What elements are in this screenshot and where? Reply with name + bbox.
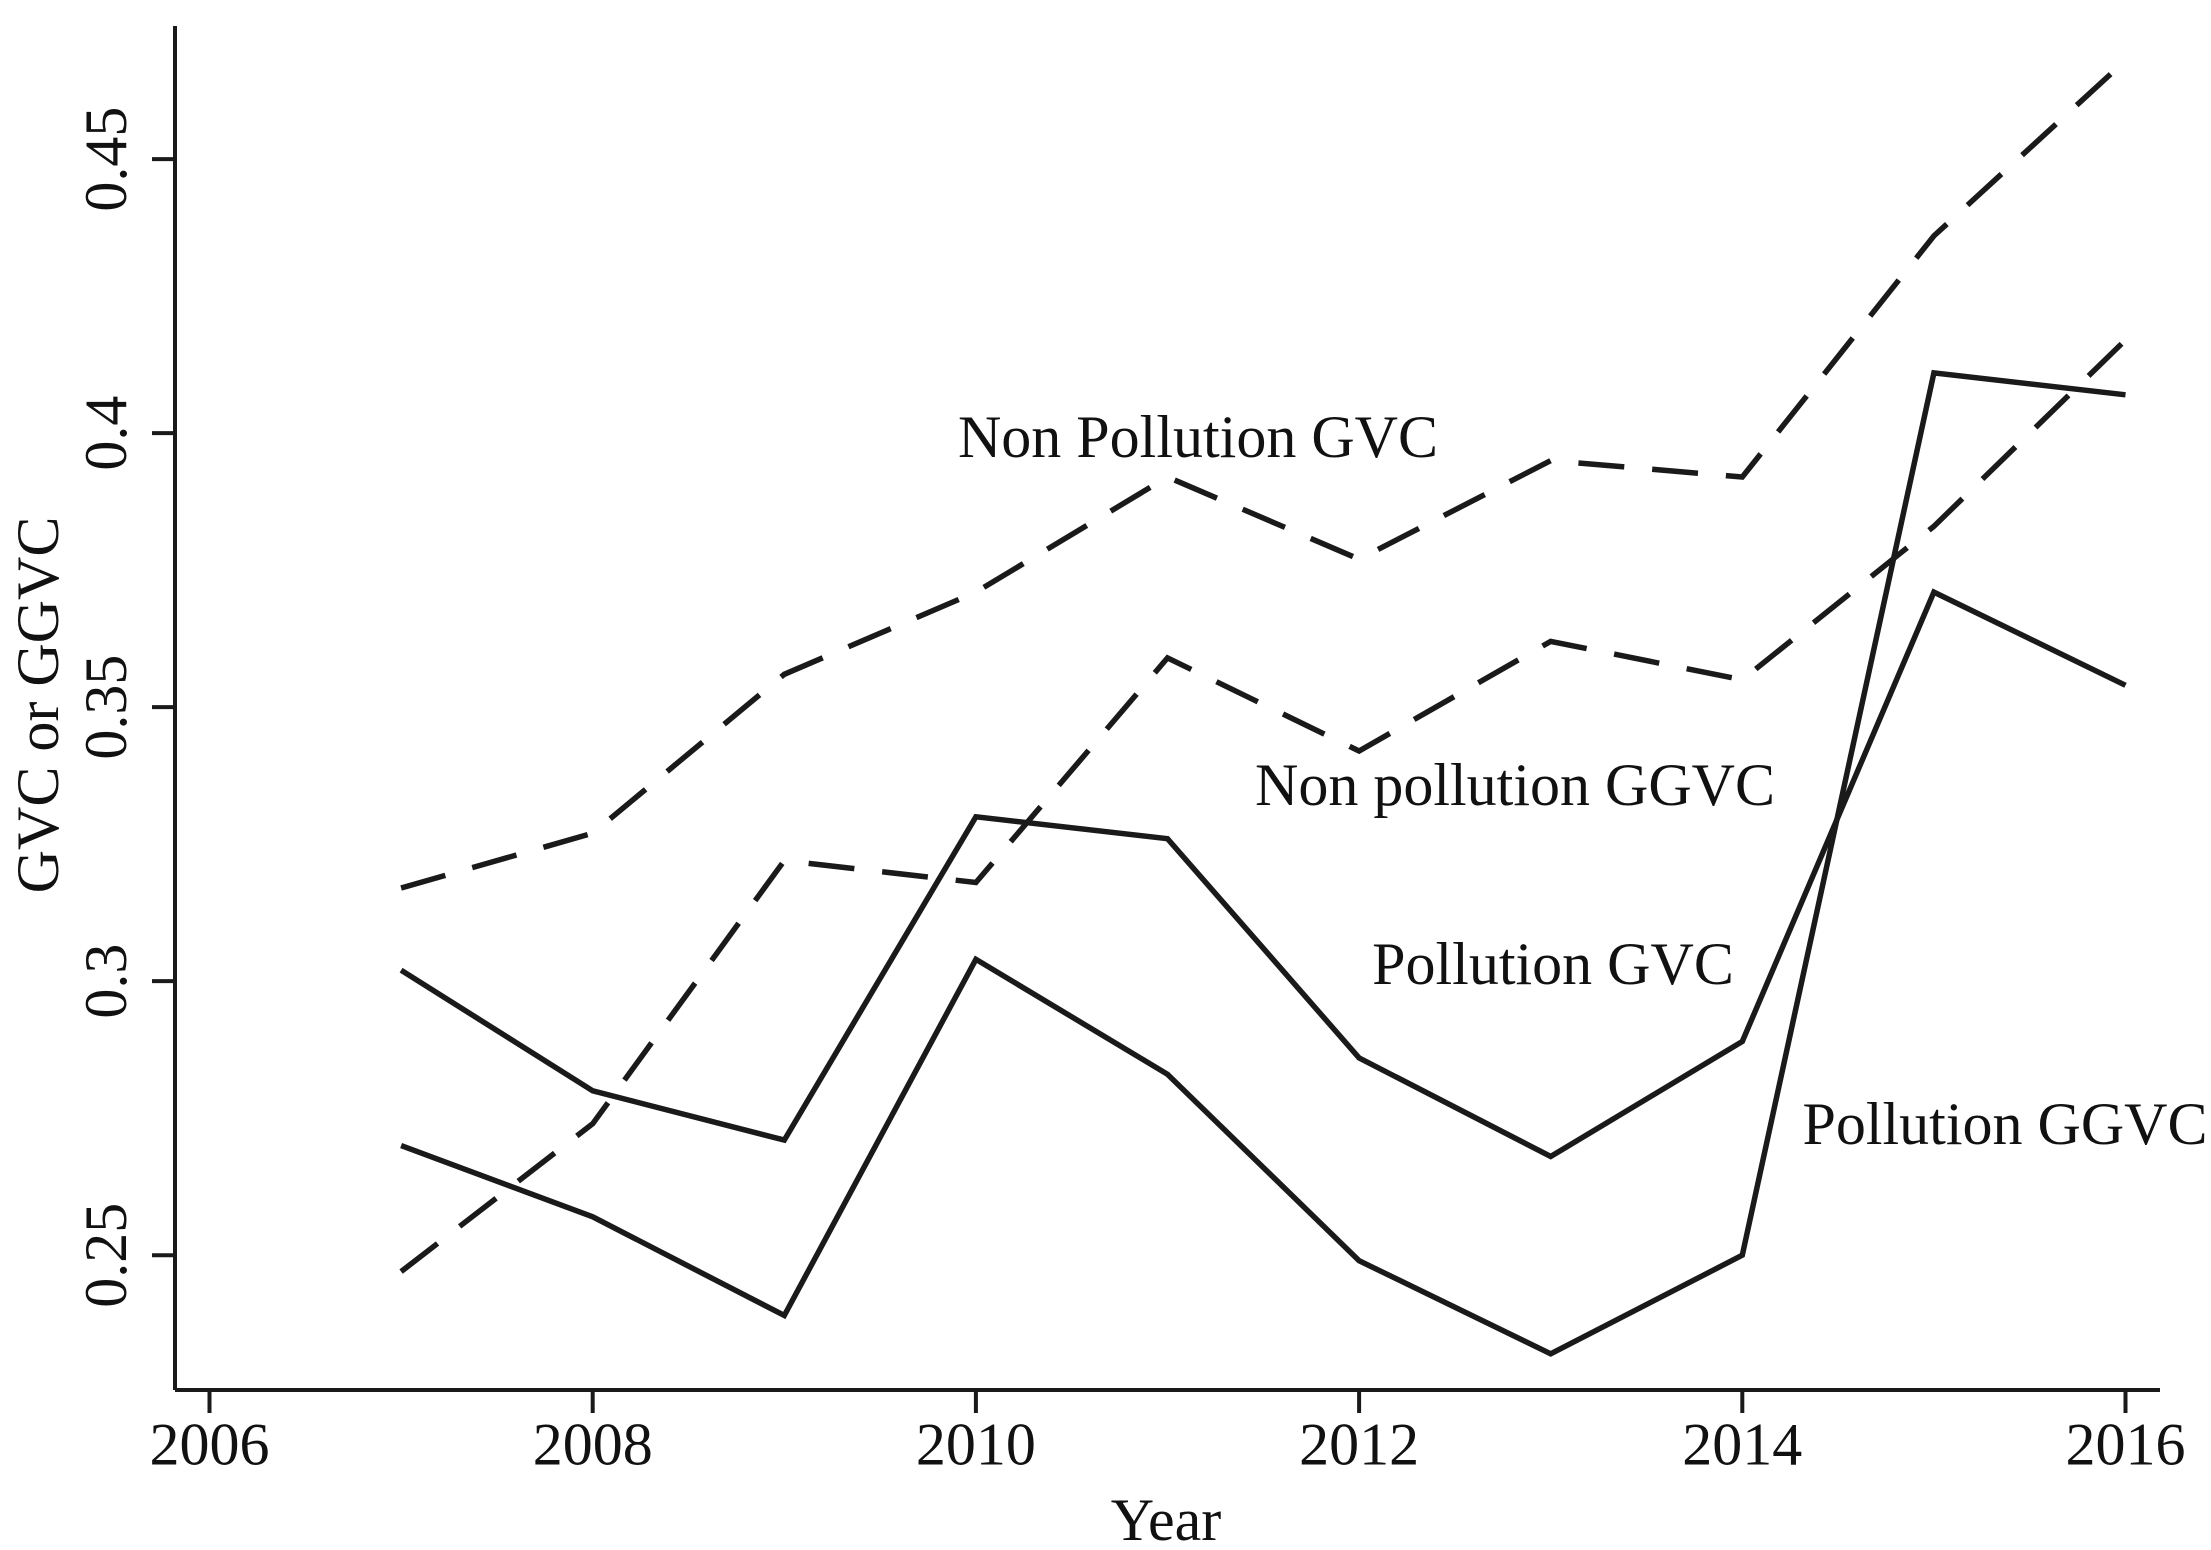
y-tick-label-0.25: 0.25 [73,1203,139,1308]
series-label-non-pollution-gvc: Non Pollution GVC [958,404,1438,470]
series-line-non-pollution-gvc [400,58,2128,891]
series-label-pollution-gvc: Pollution GVC [1372,931,1734,997]
y-tick-label-0.45: 0.45 [73,107,139,212]
x-tick-label-2012: 2012 [1299,1411,1419,1477]
x-tick-label-2016: 2016 [2066,1411,2186,1477]
y-tick-label-0.3: 0.3 [73,944,139,1019]
series-line-pollution-ggvc [400,369,2126,1357]
x-axis-title: Year [1111,1487,1222,1550]
x-tick-label-2008: 2008 [533,1411,653,1477]
y-tick-label-0.35: 0.35 [73,655,139,760]
y-tick-label-0.4: 0.4 [73,396,139,471]
x-tick-label-2014: 2014 [1682,1411,1802,1477]
x-tick-label-2006: 2006 [149,1411,269,1477]
y-axis-title: GVC or GGVC [5,517,71,894]
x-tick-label-2010: 2010 [916,1411,1036,1477]
series-label-pollution-ggvc: Pollution GGVC [1802,1091,2207,1157]
series-line-non-pollution-ggvc [399,338,2128,1274]
series-label-non-pollution-ggvc: Non pollution GGVC [1255,752,1775,818]
